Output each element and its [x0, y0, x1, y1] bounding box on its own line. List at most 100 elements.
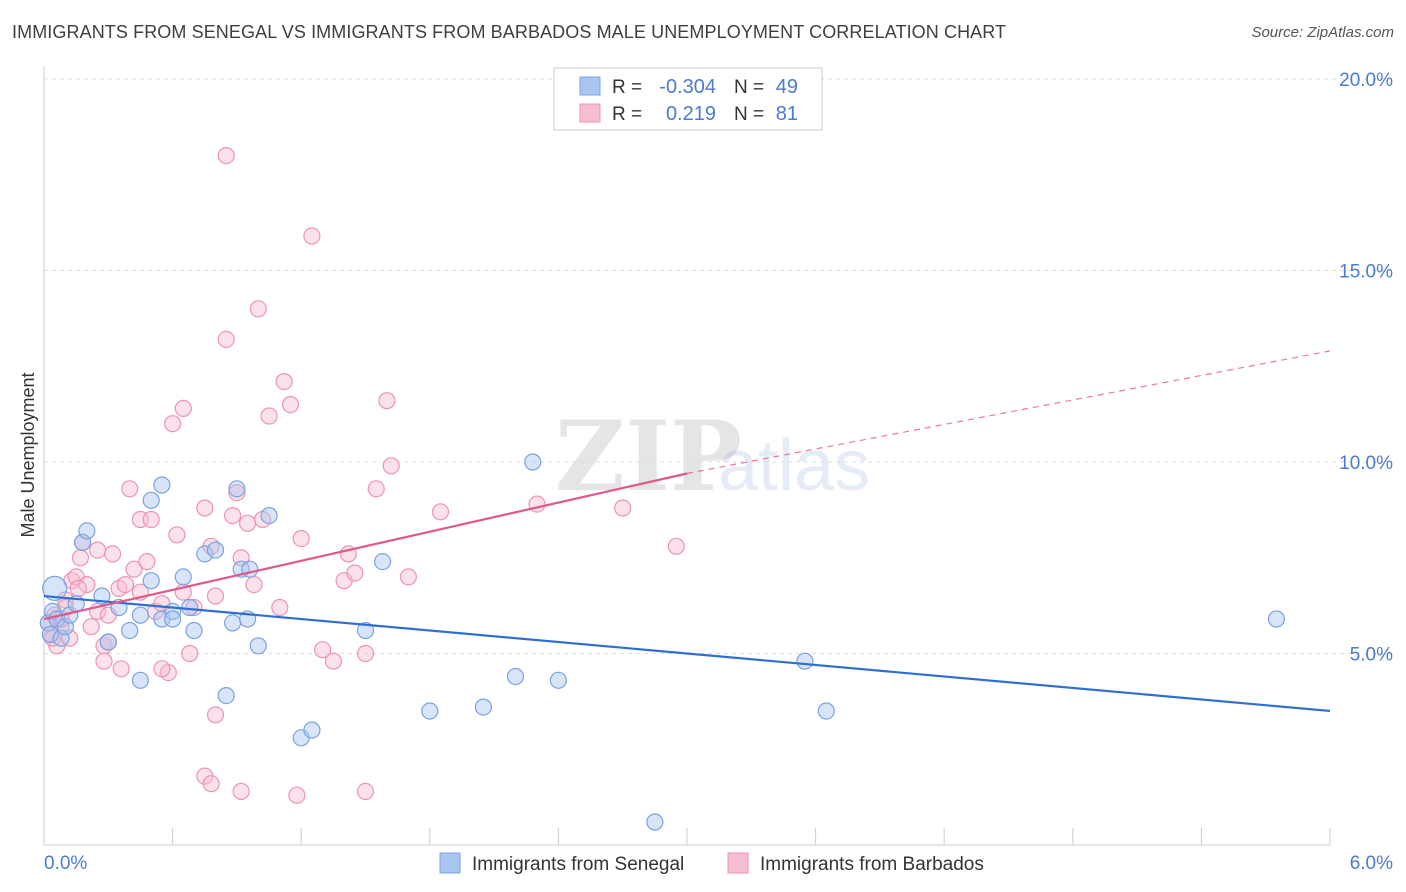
y-tick-labels: 5.0% 10.0% 15.0% 20.0%	[1339, 70, 1393, 666]
point-barbados	[245, 575, 263, 594]
point-senegal	[206, 541, 225, 559]
bottom-legend-swatch-senegal	[439, 852, 461, 874]
point-senegal	[474, 698, 492, 716]
point-barbados	[202, 775, 220, 793]
point-barbados	[206, 587, 225, 605]
y-tick-label: 5.0%	[1350, 645, 1393, 666]
point-barbados	[356, 782, 375, 801]
point-senegal	[121, 621, 139, 640]
point-barbados	[288, 786, 306, 804]
point-senegal	[224, 614, 242, 632]
trend-line-barbados-extrapolated	[686, 350, 1331, 475]
point-barbados	[367, 480, 385, 498]
top-legend: R = -0.304 N = 49 R = 0.219 N = 81	[553, 67, 823, 131]
point-barbados	[69, 579, 87, 598]
point-barbados	[116, 575, 135, 594]
trend-line-senegal	[43, 594, 1331, 713]
legend-swatch-senegal	[579, 76, 601, 96]
legend-n-value-barbados: 81	[776, 103, 798, 125]
point-senegal	[303, 721, 321, 739]
point-senegal	[506, 667, 525, 686]
point-barbados	[232, 782, 250, 801]
source-text: Source: ZipAtlas.com	[1251, 24, 1394, 41]
x-tick-label-max: 6.0%	[1350, 853, 1393, 874]
point-senegal	[174, 568, 192, 586]
point-senegal	[796, 652, 814, 670]
y-tick-label: 15.0%	[1339, 262, 1393, 283]
legend-r-label-senegal: R =	[612, 77, 642, 98]
point-barbados	[217, 330, 235, 348]
point-senegal	[42, 575, 68, 602]
point-barbados	[224, 506, 242, 525]
point-senegal	[99, 633, 117, 651]
bottom-legend-label-senegal: Immigrants from Senegal	[472, 854, 684, 875]
point-barbados	[168, 526, 186, 544]
point-senegal	[164, 610, 182, 628]
chart-title: IMMIGRANTS FROM SENEGAL VS IMMIGRANTS FR…	[12, 22, 1007, 42]
point-barbados	[174, 399, 192, 417]
point-barbados	[303, 227, 321, 245]
legend-r-value-barbados: 0.219	[666, 103, 716, 125]
point-senegal	[249, 637, 267, 655]
x-tick-label-min: 0.0%	[44, 853, 87, 874]
point-barbados	[399, 568, 417, 586]
point-barbados	[95, 652, 113, 670]
point-barbados	[382, 457, 400, 475]
bottom-legend-swatch-barbados	[727, 852, 749, 874]
point-barbados	[78, 575, 96, 594]
point-senegal	[646, 813, 664, 831]
point-senegal	[142, 491, 160, 509]
point-senegal	[260, 506, 278, 525]
watermark-zip: ZIP	[555, 400, 742, 513]
point-barbados	[138, 552, 156, 571]
bottom-legend-label-barbados: Immigrants from Barbados	[760, 854, 984, 875]
point-barbados	[71, 549, 90, 567]
point-senegal	[549, 671, 568, 689]
point-barbados	[275, 373, 293, 391]
point-barbados	[82, 618, 100, 636]
point-senegal	[153, 476, 171, 494]
point-barbados	[206, 706, 225, 724]
point-senegal	[196, 545, 214, 563]
y-axis-title: Male Unemployment	[18, 372, 38, 537]
bottom-legend: Immigrants from Senegal Immigrants from …	[439, 852, 984, 875]
point-barbados	[142, 510, 160, 529]
point-barbados	[356, 644, 375, 663]
point-barbados	[271, 598, 289, 617]
trend-line-barbados	[43, 472, 688, 621]
point-barbados	[217, 147, 235, 165]
point-senegal	[78, 522, 96, 540]
y-tick-label: 10.0%	[1339, 453, 1393, 474]
point-senegal	[131, 671, 149, 689]
point-barbados	[314, 641, 332, 659]
point-barbados	[164, 415, 182, 433]
point-barbados	[281, 396, 300, 414]
point-senegal	[524, 453, 542, 471]
point-barbados	[239, 514, 257, 532]
point-barbados	[324, 652, 342, 670]
y-tick-label: 20.0%	[1339, 70, 1393, 91]
point-barbados	[431, 503, 450, 521]
legend-n-value-senegal: 49	[776, 76, 798, 98]
point-barbados	[196, 499, 214, 517]
legend-r-value-senegal: -0.304	[659, 76, 716, 98]
x-tick-marks	[43, 828, 1331, 845]
point-barbados	[121, 480, 139, 498]
point-senegal	[374, 552, 392, 571]
point-barbados	[292, 529, 310, 548]
point-barbados	[125, 560, 143, 578]
point-barbados	[185, 598, 203, 617]
point-senegal	[41, 625, 60, 644]
legend-swatch-barbados	[579, 103, 601, 123]
point-senegal	[217, 686, 235, 705]
point-senegal	[185, 621, 203, 640]
point-senegal	[356, 621, 375, 640]
point-barbados	[614, 499, 632, 517]
point-barbados	[228, 484, 246, 502]
point-barbados	[88, 541, 107, 559]
point-senegal	[228, 480, 246, 498]
points-layer	[39, 147, 1286, 831]
point-barbados	[181, 644, 199, 663]
point-barbados	[249, 300, 267, 318]
